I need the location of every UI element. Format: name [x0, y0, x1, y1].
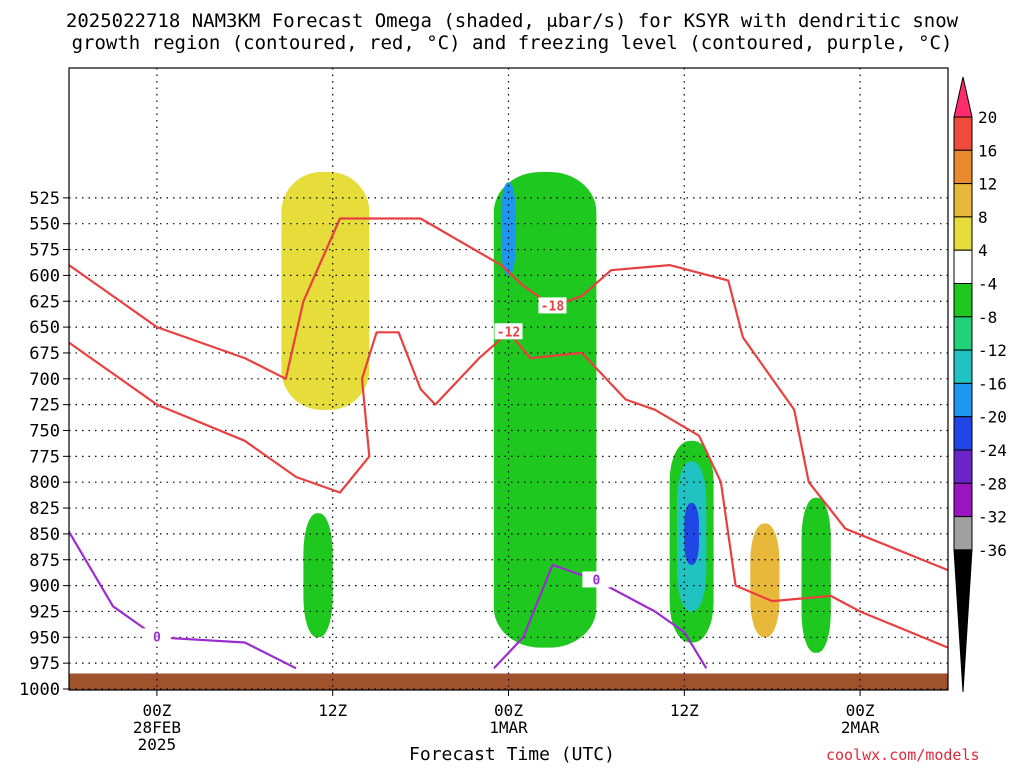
credit-link[interactable]: coolwx.com/models [826, 746, 980, 764]
colorbar-swatch-4 [953, 216, 973, 251]
dgz-contour-label-bg-1 [494, 323, 523, 340]
colorbar-label-1: 16 [978, 141, 997, 160]
colorbar-label-7: -12 [978, 341, 1007, 360]
omega-region-4-7 [281, 172, 370, 410]
colorbar: 20 16 12 8 4 -4 -8 -12 -16 -20 -24 -28 -32 -36 [953, 76, 1007, 693]
colorbar-swatch-3 [953, 183, 973, 218]
colorbar-label-3: 8 [978, 208, 988, 227]
colorbar-swatch-6 [953, 283, 973, 318]
colorbar-swatch-5 [953, 249, 973, 284]
omega-region--4-3 [303, 513, 333, 638]
y-tick-label-975: 975 [29, 654, 60, 674]
y-tick-label-675: 675 [29, 344, 60, 364]
colorbar-label-4: 4 [978, 241, 988, 260]
x-tick-label-4-1: 2MAR [841, 718, 880, 737]
colorbar-label-13: -36 [978, 541, 1007, 560]
y-tick-label-650: 650 [29, 318, 60, 338]
x-tick-label-2-0: 00Z [494, 701, 523, 720]
x-tick-label-1-0: 12Z [318, 701, 347, 720]
freezing-contour-label-bg-0 [142, 628, 171, 645]
y-tick-label-725: 725 [29, 396, 60, 416]
colorbar-label-6: -8 [978, 308, 997, 327]
x-axis-title: Forecast Time (UTC) [409, 744, 615, 765]
y-tick-label-825: 825 [29, 499, 60, 519]
colorbar-label-12: -32 [978, 508, 1007, 527]
y-tick-label-875: 875 [29, 551, 60, 571]
colorbar-swatch-8 [953, 349, 973, 384]
x-tick-label-3-0: 12Z [670, 701, 699, 720]
x-tick-label-0-2: 2025 [138, 735, 177, 754]
colorbar-label-5: -4 [978, 275, 997, 294]
omega-region--20-5 [684, 502, 699, 565]
colorbar-swatch-13 [953, 516, 973, 551]
dgz-contour-line-1 [68, 331, 949, 649]
terrain-layer [69, 673, 948, 690]
omega-shading-layer [281, 172, 831, 653]
colorbar-label-11: -28 [978, 474, 1007, 493]
colorbar-label-9: -20 [978, 408, 1007, 427]
y-tick-label-550: 550 [29, 215, 60, 235]
dgz-contour-label-bg-0 [538, 297, 567, 314]
colorbar-top-arrow [953, 76, 973, 118]
chart-title-line1: 2025022718 NAM3KM Forecast Omega (shaded… [65, 10, 959, 32]
omega-region--4-2 [801, 497, 831, 653]
y-tick-label-625: 625 [29, 292, 60, 312]
colorbar-label-2: 12 [978, 175, 997, 194]
chart-title-line2: growth region (contoured, red, °C) and f… [71, 32, 953, 54]
colorbar-swatch-7 [953, 316, 973, 351]
dgz-contour-label-0: -18 [541, 299, 565, 314]
y-tick-label-950: 950 [29, 628, 60, 648]
colorbar-swatch-9 [953, 382, 973, 418]
y-tick-label-850: 850 [29, 525, 60, 545]
y-tick-label-525: 525 [29, 189, 60, 209]
colorbar-bottom-arrow [953, 549, 973, 693]
plot-frame [68, 67, 949, 691]
colorbar-swatch-11 [953, 449, 973, 484]
omega-region--16-6 [501, 182, 516, 276]
x-tick-label-4-0: 00Z [846, 701, 875, 720]
x-tick-label-0-1: 28FEB [133, 718, 181, 737]
contour-layer: -18 -12 0 0 [68, 217, 949, 670]
y-tick-label-700: 700 [29, 370, 60, 390]
dgz-contour-label-1: -12 [497, 325, 520, 340]
colorbar-label-8: -16 [978, 374, 1007, 393]
axis-layer: 525 550 575 600 625 650 675 700 725 750 775 800 825 8… [19, 67, 949, 754]
y-tick-label-750: 750 [29, 422, 60, 442]
freezing-contour-line-0 [68, 531, 297, 670]
omega-region-8-8 [750, 523, 780, 638]
terrain-surface [69, 673, 948, 690]
y-tick-label-800: 800 [29, 473, 60, 493]
y-tick-label-775: 775 [29, 447, 60, 467]
freezing-contour-label-1: 0 [592, 573, 600, 588]
colorbar-swatch-2 [953, 149, 973, 185]
y-tick-label-1000: 1000 [19, 680, 60, 700]
colorbar-label-0: 20 [978, 108, 997, 127]
colorbar-label-10: -24 [978, 441, 1007, 460]
colorbar-swatch-12 [953, 482, 973, 518]
freezing-contour-label-0: 0 [153, 630, 161, 645]
omega-region--4-0 [493, 172, 597, 648]
colorbar-swatch-10 [953, 416, 973, 451]
freezing-contour-label-bg-1 [582, 571, 611, 588]
colorbar-swatch-1 [953, 116, 973, 151]
x-tick-label-2-1: 1MAR [489, 718, 528, 737]
y-tick-label-575: 575 [29, 241, 60, 261]
y-tick-label-600: 600 [29, 266, 60, 286]
y-tick-label-925: 925 [29, 602, 60, 622]
y-tick-label-900: 900 [29, 577, 60, 597]
x-tick-label-0-0: 00Z [142, 701, 171, 720]
